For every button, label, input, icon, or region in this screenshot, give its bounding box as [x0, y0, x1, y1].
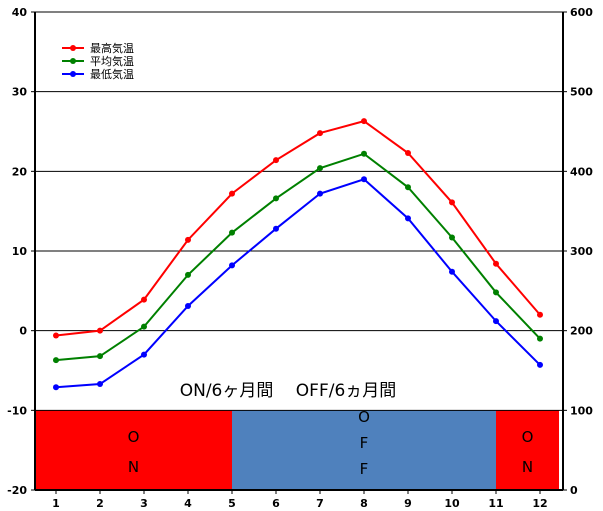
y-tick-label: 10 — [12, 245, 28, 258]
y2-tick-label: 200 — [570, 325, 593, 338]
on-off-caption: ON/6ヶ月間 OFF/6ヵ月間 — [180, 381, 397, 401]
data-point — [361, 150, 367, 157]
series-line — [55, 178, 541, 389]
x-tick-label: 3 — [140, 497, 148, 510]
y2-tick-label: 0 — [570, 484, 578, 497]
legend-label: 平均気温 — [90, 54, 134, 68]
x-tick-label: 11 — [488, 497, 503, 510]
series-lines — [53, 118, 543, 391]
season-band-label: N — [128, 458, 139, 476]
data-point — [141, 351, 147, 358]
x-tick-label: 2 — [96, 497, 104, 510]
legend-marker — [70, 58, 76, 64]
data-point — [493, 318, 499, 325]
data-point — [449, 199, 455, 206]
data-point — [229, 262, 235, 269]
y-tick-label: 40 — [12, 6, 28, 19]
y2-tick-label: 600 — [570, 6, 593, 19]
season-band-label: F — [360, 434, 369, 452]
season-band-label: N — [522, 458, 533, 476]
legend-label: 最低気温 — [90, 67, 134, 81]
data-point — [317, 190, 323, 197]
y-tick-label: 0 — [19, 325, 27, 338]
y-tick-label: -20 — [7, 484, 27, 497]
data-point — [449, 268, 455, 275]
data-point — [141, 296, 147, 303]
y-tick-label: 20 — [12, 165, 28, 178]
data-point — [229, 229, 235, 236]
x-tick-label: 5 — [228, 497, 236, 510]
series-line — [55, 152, 541, 362]
data-point — [97, 381, 103, 388]
legend-label: 最高気温 — [90, 41, 134, 55]
x-tick-label: 8 — [360, 497, 368, 510]
y2-tick-label: 300 — [570, 245, 593, 258]
data-point — [361, 176, 367, 183]
data-point — [273, 195, 279, 202]
data-point — [185, 302, 191, 309]
season-band — [35, 410, 232, 490]
x-tick-label: 6 — [272, 497, 280, 510]
y2-tick-label: 500 — [570, 86, 593, 99]
x-tick-label: 4 — [184, 497, 192, 510]
data-point — [537, 335, 543, 342]
data-point — [493, 260, 499, 267]
data-point — [273, 225, 279, 232]
data-point — [361, 118, 367, 125]
data-point — [405, 215, 411, 222]
data-point — [97, 353, 103, 360]
data-point — [317, 130, 323, 137]
x-tick-label: 9 — [404, 497, 412, 510]
data-point — [273, 157, 279, 164]
season-band-label: O — [522, 428, 534, 446]
data-point — [185, 236, 191, 243]
y-tick-label: 30 — [12, 86, 28, 99]
season-band-label: O — [128, 428, 140, 446]
legend-marker — [70, 45, 76, 51]
y2-tick-label: 100 — [570, 404, 593, 417]
season-band — [496, 410, 559, 490]
data-point — [537, 361, 543, 368]
data-point — [317, 165, 323, 172]
data-point — [449, 234, 455, 241]
series-line — [55, 120, 541, 337]
season-band-label: F — [360, 460, 369, 478]
x-tick-label: 10 — [444, 497, 460, 510]
season-band-label: O — [358, 408, 370, 426]
data-point — [53, 332, 59, 339]
data-point — [229, 190, 235, 197]
data-point — [405, 150, 411, 157]
y-tick-label: -10 — [7, 404, 27, 417]
data-point — [405, 184, 411, 191]
data-point — [97, 327, 103, 334]
x-tick-label: 7 — [316, 497, 324, 510]
season-band — [232, 410, 496, 490]
x-tick-label: 1 — [52, 497, 60, 510]
legend-marker — [70, 71, 76, 77]
data-point — [537, 311, 543, 318]
y2-tick-label: 400 — [570, 165, 593, 178]
data-point — [141, 323, 147, 330]
data-point — [493, 289, 499, 296]
data-point — [53, 384, 59, 391]
x-tick-label: 12 — [532, 497, 547, 510]
data-point — [53, 357, 59, 364]
data-point — [185, 271, 191, 278]
